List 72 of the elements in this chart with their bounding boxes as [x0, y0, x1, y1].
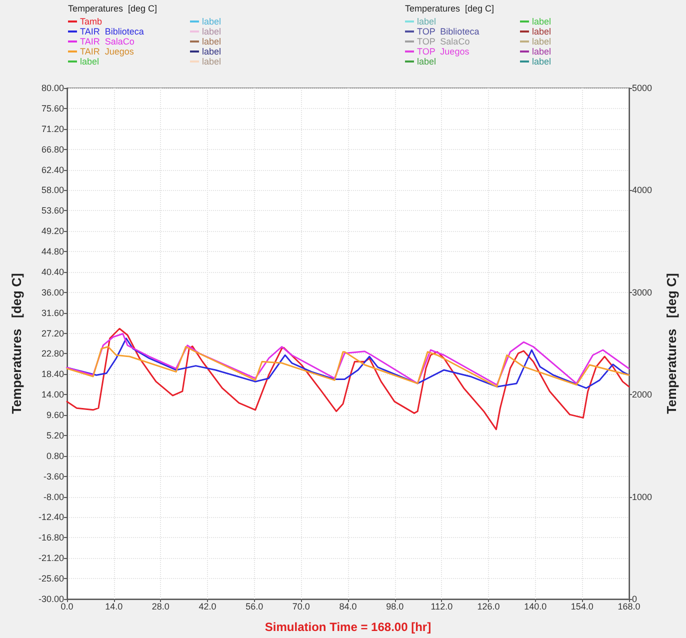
- x-tick-label: 70.0: [292, 602, 310, 612]
- x-tick-label: 154.0: [570, 602, 594, 612]
- x-tick-label: 28.0: [152, 602, 170, 612]
- x-tick-label: 112.0: [430, 602, 453, 612]
- y-tick-label: 66.80: [41, 144, 64, 154]
- x-tick-label: 98.0: [386, 602, 404, 612]
- y-tick-label: 9.60: [46, 410, 64, 420]
- legend-label: label: [417, 16, 436, 26]
- legend-label: TAIR Juegos: [80, 46, 134, 56]
- x-tick-label: 56.0: [246, 602, 264, 612]
- legend-label: label: [202, 36, 222, 46]
- y2-tick-label: 3000: [632, 287, 652, 298]
- y2-tick-label: 1000: [632, 492, 652, 502]
- x-tick-label: 126.0: [477, 602, 500, 612]
- x-tick-label: 42.0: [198, 602, 216, 612]
- y-tick-label: 5.20: [46, 430, 64, 440]
- line-series: [66, 328, 630, 430]
- y-tick-label: 44.80: [41, 246, 64, 257]
- legend-label: label: [80, 56, 100, 66]
- y-tick-label: 49.20: [41, 226, 64, 236]
- y2-tick-label: 2000: [632, 390, 652, 400]
- y-tick-label: 80.00: [41, 83, 64, 93]
- legend-label: label: [202, 46, 222, 56]
- legend-label: label: [202, 16, 222, 26]
- y-tick-label: -25.60: [38, 574, 64, 584]
- y-tick-label: 27.20: [41, 328, 64, 338]
- y2-tick-label: 0: [632, 594, 638, 604]
- y2-tick-label: 5000: [632, 83, 652, 93]
- legend-label: label: [202, 26, 222, 36]
- y-tick-label: -16.80: [38, 532, 64, 543]
- legend-label: label: [417, 56, 436, 66]
- y-tick-label: 75.60: [41, 103, 64, 114]
- x-tick-label: 14.0: [105, 602, 123, 612]
- y-tick-label: 31.60: [41, 308, 64, 318]
- y-tick-label: -3.60: [43, 471, 64, 482]
- x-tick-label: 84.0: [339, 602, 357, 612]
- y-tick-label: 18.40: [41, 369, 64, 380]
- y-tick-label: -30.00: [38, 594, 64, 604]
- legend-label: label: [202, 56, 222, 66]
- text: Temperatures [deg C]: [405, 4, 494, 14]
- y2-tick-label: 4000: [632, 185, 652, 196]
- y-tick-label: -8.00: [43, 492, 64, 502]
- y-tick-label: 71.20: [41, 124, 64, 134]
- y-tick-label: 40.40: [41, 266, 64, 277]
- legend-label: label: [532, 46, 552, 56]
- y-tick-label: 62.40: [41, 164, 64, 175]
- y2-axis-title: Temperatures [deg C]: [664, 273, 679, 414]
- x-axis-title: Simulation Time = 168.00 [hr]: [264, 620, 432, 634]
- y-tick-label: -12.40: [38, 512, 64, 522]
- legend-label: TAIR SalaCo: [80, 36, 134, 46]
- y-axis-title: Temperatures [deg C]: [9, 273, 24, 414]
- legend-label: label: [532, 26, 552, 36]
- legend-label: label: [532, 56, 552, 66]
- x-tick-label: 140.0: [524, 602, 547, 612]
- x-tick-label: 168.0: [618, 602, 640, 612]
- y-tick-label: 14.00: [41, 390, 64, 400]
- legend-label: TAIR Biblioteca: [80, 26, 144, 36]
- y-tick-label: 0.80: [46, 450, 64, 461]
- y-tick-label: 53.60: [41, 206, 64, 216]
- legend-label: label: [532, 16, 552, 26]
- legend-label: Tamb: [80, 16, 102, 26]
- x-tick-label: 0.0: [60, 602, 74, 612]
- legend-label: TOP SalaCo: [417, 36, 470, 46]
- legend-title: Temperatures [deg C]: [68, 4, 158, 14]
- line-series: [66, 346, 630, 388]
- legend-label: TOP Biblioteca: [417, 26, 480, 36]
- y-tick-label: -21.20: [38, 553, 64, 564]
- legend-label: TOP Juegos: [417, 46, 470, 56]
- y-tick-label: 36.00: [41, 287, 64, 298]
- y-tick-label: 58.00: [41, 185, 64, 196]
- y-tick-label: 22.80: [41, 348, 64, 359]
- legend-label: label: [532, 36, 552, 46]
